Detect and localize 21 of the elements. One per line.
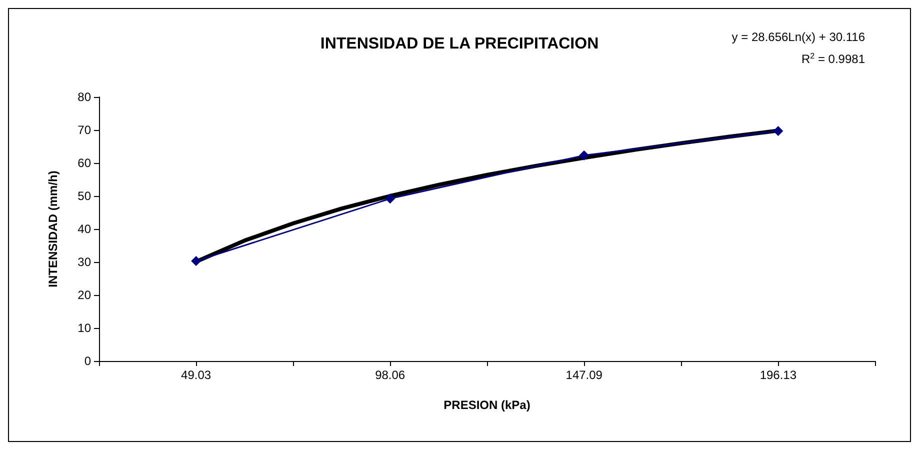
x-tick-label: 98.06 bbox=[375, 368, 406, 382]
y-tick-label: 80 bbox=[78, 90, 92, 104]
point bbox=[191, 256, 202, 266]
x-tick-label: 196.13 bbox=[760, 368, 797, 382]
y-tick-label: 0 bbox=[84, 354, 92, 368]
y-tick-label: 30 bbox=[78, 255, 92, 269]
point bbox=[385, 194, 396, 204]
y-tick-label: 40 bbox=[78, 222, 92, 236]
y-tick-label: 50 bbox=[78, 189, 92, 203]
point bbox=[579, 150, 590, 160]
y-tick-label: 20 bbox=[78, 288, 92, 302]
y-axis-title: INTENSIDAD (mm/h) bbox=[46, 170, 60, 288]
y-tick-label: 10 bbox=[78, 321, 92, 335]
x-axis-title: PRESION (kPa) bbox=[444, 398, 530, 412]
text: y = 28.656Ln(x) + 30.116 bbox=[732, 30, 866, 44]
y-tick-label: 60 bbox=[78, 156, 92, 170]
chart-title: INTENSIDAD DE LA PRECIPITACION bbox=[320, 36, 599, 52]
y-tick-label: 70 bbox=[78, 123, 92, 137]
x-tick-label: 147.09 bbox=[566, 368, 603, 382]
x-tick-label: 49.03 bbox=[181, 368, 212, 382]
point bbox=[773, 126, 784, 136]
